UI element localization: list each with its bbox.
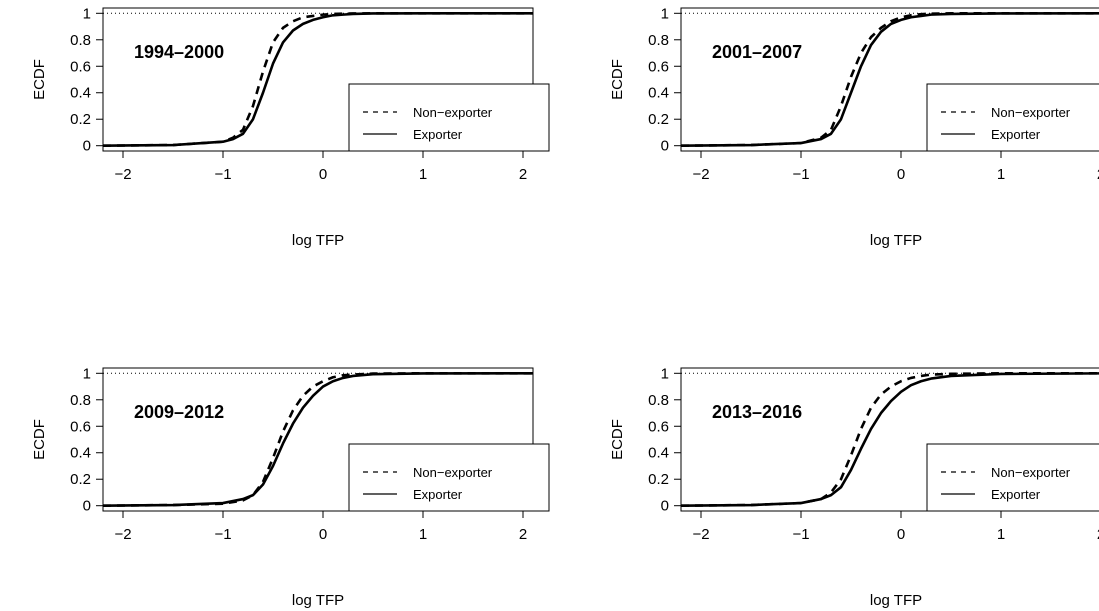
legend-label: Exporter — [991, 127, 1041, 142]
x-axis-title: log TFP — [292, 232, 344, 249]
x-tick-label: 2 — [1097, 526, 1099, 543]
x-tick-label: −2 — [114, 526, 131, 543]
y-axis-title: ECDF — [609, 419, 626, 460]
legend-box — [348, 83, 550, 152]
y-tick-label: 0.8 — [70, 32, 91, 49]
series-line-non-exporter — [681, 372, 1099, 507]
period-label: 2013–2016 — [712, 402, 802, 422]
x-tick-label: 0 — [319, 166, 327, 183]
x-tick-label: 0 — [897, 166, 905, 183]
x-tick-label: −2 — [692, 526, 709, 543]
x-tick-label: 0 — [319, 526, 327, 543]
y-tick-label: 0.2 — [70, 471, 91, 488]
plot-frame — [102, 367, 534, 512]
series-line-exporter — [103, 12, 533, 147]
x-tick-label: −2 — [692, 166, 709, 183]
x-tick-label: 1 — [419, 526, 427, 543]
x-tick-label: 1 — [997, 166, 1005, 183]
y-tick-label: 0.4 — [70, 445, 91, 462]
series-line-exporter — [681, 12, 1099, 147]
legend-label: Non−exporter — [413, 465, 493, 480]
panel-3: 0 0.2 0.4 0.6 0.8 1 −2 −1 0 1 2 log TFP ECDF 2009–201… — [31, 365, 550, 609]
legend-label: Non−exporter — [413, 105, 493, 120]
panel-4: 0 0.2 0.4 0.6 0.8 1 −2 −1 0 1 2 log TFP ECDF 2013–201… — [609, 365, 1099, 609]
x-tick-label: −1 — [214, 166, 231, 183]
x-axis-title: log TFP — [870, 592, 922, 609]
y-tick-label: 0.6 — [70, 58, 91, 75]
legend: Non−exporter Exporter — [926, 443, 1099, 512]
legend-label: Non−exporter — [991, 465, 1071, 480]
legend: Non−exporter Exporter — [348, 83, 550, 152]
legend: Non−exporter Exporter — [348, 443, 550, 512]
y-tick-label: 0 — [83, 498, 91, 515]
y-tick-label: 1 — [83, 365, 91, 382]
legend-box — [926, 83, 1099, 152]
y-tick-label: 0.8 — [648, 392, 669, 409]
y-axis-title: ECDF — [31, 59, 48, 100]
plot-frame — [680, 367, 1099, 512]
y-tick-label: 1 — [661, 365, 669, 382]
y-tick-label: 0.6 — [648, 58, 669, 75]
plot-frame — [102, 7, 534, 152]
panel-1: 0 0.2 0.4 0.6 0.8 1 −2 −1 0 1 2 log TFP ECDF 1994–200… — [31, 5, 550, 249]
period-label: 2009–2012 — [134, 402, 224, 422]
x-tick-label: −2 — [114, 166, 131, 183]
y-tick-label: 0.8 — [648, 32, 669, 49]
y-tick-label: 0.4 — [70, 85, 91, 102]
x-axis-title: log TFP — [870, 232, 922, 249]
legend: Non−exporter Exporter — [926, 83, 1099, 152]
y-tick-label: 1 — [83, 5, 91, 22]
legend-label: Non−exporter — [991, 105, 1071, 120]
y-tick-label: 0.8 — [70, 392, 91, 409]
legend-box — [926, 443, 1099, 512]
series-line-exporter — [681, 372, 1099, 507]
x-tick-label: 2 — [519, 166, 527, 183]
legend-box — [348, 443, 550, 512]
x-tick-label: 2 — [1097, 166, 1099, 183]
x-tick-label: −1 — [792, 526, 809, 543]
period-label: 2001–2007 — [712, 42, 802, 62]
y-axis-title: ECDF — [31, 419, 48, 460]
legend-label: Exporter — [991, 487, 1041, 502]
series-line-exporter — [103, 372, 533, 507]
y-tick-label: 1 — [661, 5, 669, 22]
period-label: 1994–2000 — [134, 42, 224, 62]
y-tick-label: 0 — [661, 138, 669, 155]
x-axis-title: log TFP — [292, 592, 344, 609]
legend-label: Exporter — [413, 487, 463, 502]
x-tick-label: −1 — [214, 526, 231, 543]
y-tick-label: 0.6 — [70, 418, 91, 435]
x-tick-label: 2 — [519, 526, 527, 543]
x-tick-label: 0 — [897, 526, 905, 543]
legend-label: Exporter — [413, 127, 463, 142]
y-tick-label: 0.2 — [70, 111, 91, 128]
x-tick-label: 1 — [997, 526, 1005, 543]
y-tick-label: 0.2 — [648, 471, 669, 488]
panel-2: 0 0.2 0.4 0.6 0.8 1 −2 −1 0 1 2 log TFP ECDF 2001–200… — [609, 5, 1099, 249]
y-tick-label: 0.4 — [648, 445, 669, 462]
y-axis-title: ECDF — [609, 59, 626, 100]
y-tick-label: 0.2 — [648, 111, 669, 128]
y-tick-label: 0 — [83, 138, 91, 155]
y-tick-label: 0.6 — [648, 418, 669, 435]
y-tick-label: 0.4 — [648, 85, 669, 102]
y-tick-label: 0 — [661, 498, 669, 515]
plot-frame — [680, 7, 1099, 152]
x-tick-label: 1 — [419, 166, 427, 183]
x-tick-label: −1 — [792, 166, 809, 183]
